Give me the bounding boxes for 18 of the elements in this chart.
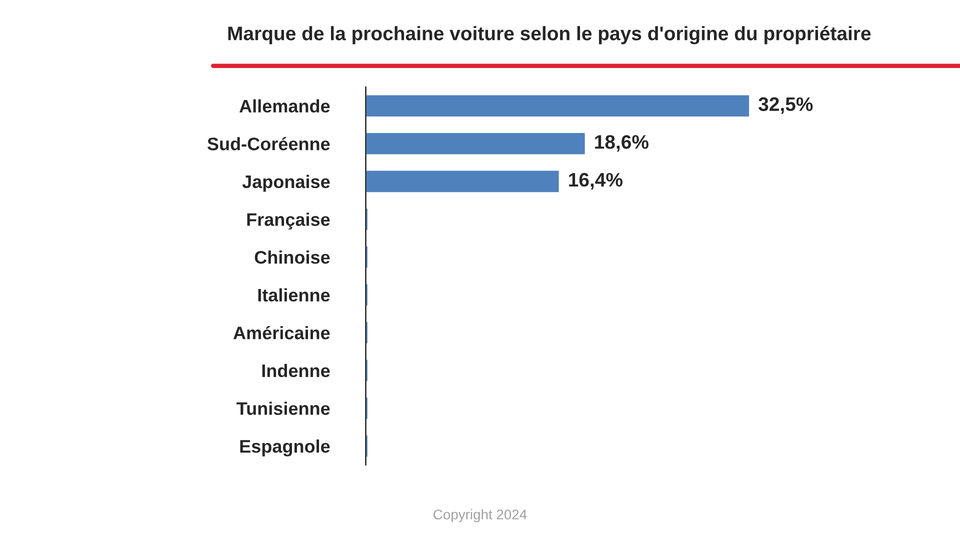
y-tick-label: Américaine: [233, 326, 330, 340]
y-tick-label: Sud-Coréenne: [207, 136, 330, 150]
text: Copyright 2024: [434, 509, 527, 522]
data-label: 18,6%: [595, 135, 648, 152]
data-label: 32,5%: [758, 97, 813, 114]
data-label: 16,4%: [569, 172, 622, 190]
y-tick-label: Française: [247, 212, 330, 230]
bar: [366, 132, 586, 156]
y-tick-label: Indenne: [262, 364, 330, 378]
y-tick-label: Allemande: [239, 99, 330, 113]
y-tick-label: Italienne: [258, 288, 330, 302]
bar: [366, 94, 750, 118]
y-tick-label: Japonaise: [242, 174, 330, 192]
y-tick-label: Espagnole: [240, 440, 330, 456]
bar: [366, 169, 560, 194]
y-tick-label: Tunisienne: [236, 402, 330, 415]
chart-title: Marque de la prochaine voiture selon le pays d'origine du propriétaire: [228, 26, 871, 44]
y-tick-label: Chinoise: [254, 250, 330, 264]
